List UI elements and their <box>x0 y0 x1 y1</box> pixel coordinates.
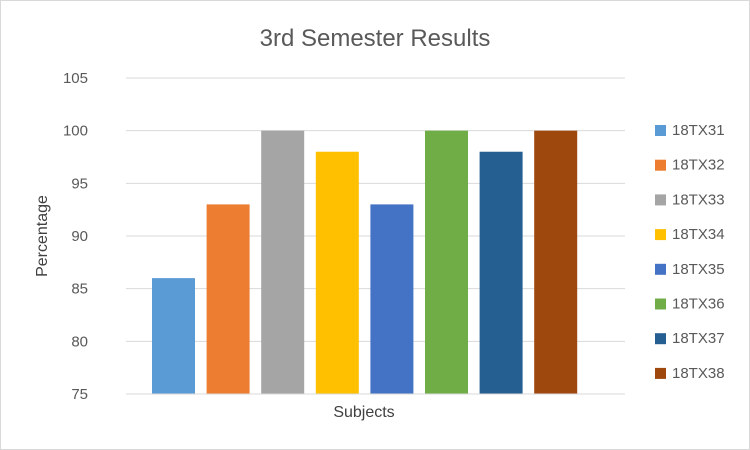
legend-swatch <box>655 367 666 379</box>
legend-item-18tx35: 18TX35 <box>655 261 725 278</box>
bar-18tx33 <box>261 130 305 394</box>
legend-item-18tx37: 18TX37 <box>655 330 725 347</box>
legend-swatch <box>655 298 666 310</box>
legend-item-18tx32: 18TX32 <box>655 157 725 174</box>
legend-swatch <box>655 159 666 171</box>
legend-item-18tx36: 18TX36 <box>655 296 725 313</box>
bar-18tx31 <box>152 278 195 394</box>
y-tick-label: 80 <box>71 333 88 350</box>
y-tick-label: 105 <box>63 70 88 87</box>
y-tick-label: 75 <box>71 386 88 403</box>
bar-18tx38 <box>534 130 578 394</box>
legend-label: 18TX31 <box>672 122 725 139</box>
legend-label: 18TX36 <box>672 296 725 313</box>
bar-18tx35 <box>370 204 414 394</box>
y-axis-label: Percentage <box>34 195 51 277</box>
legend-label: 18TX34 <box>672 226 725 243</box>
chart-title: 3rd Semester Results <box>260 25 491 52</box>
y-tick-label: 90 <box>71 228 88 245</box>
legend-label: 18TX38 <box>672 365 725 382</box>
legend-label: 18TX33 <box>672 191 725 208</box>
bar-18tx34 <box>315 151 359 394</box>
y-tick-label: 95 <box>71 175 88 192</box>
legend-label: 18TX35 <box>672 261 725 278</box>
legend-swatch <box>655 263 666 275</box>
y-tick-label: 85 <box>71 281 88 298</box>
legend-label: 18TX32 <box>672 157 725 174</box>
bar-18tx32 <box>206 204 250 394</box>
x-axis-label: Subjects <box>333 404 394 421</box>
legend-item-18tx31: 18TX31 <box>655 122 725 139</box>
legend-item-18tx38: 18TX38 <box>655 365 725 382</box>
legend-item-18tx34: 18TX34 <box>655 226 725 243</box>
legend-swatch <box>655 125 666 136</box>
legend-label: 18TX37 <box>672 330 725 347</box>
y-tick-label: 100 <box>63 123 88 140</box>
bar-18tx37 <box>479 151 523 394</box>
legend-swatch <box>655 229 666 241</box>
legend-swatch <box>655 333 666 345</box>
bars <box>152 130 578 394</box>
legend-swatch <box>655 194 666 206</box>
legend: 18TX31 18TX32 18TX33 18TX34 18TX35 18TX36 18TX… <box>655 122 725 382</box>
legend-item-18tx33: 18TX33 <box>655 191 725 208</box>
bar-18tx36 <box>425 130 468 394</box>
y-axis-ticks: 75 80 85 90 95 100 105 <box>63 70 88 403</box>
